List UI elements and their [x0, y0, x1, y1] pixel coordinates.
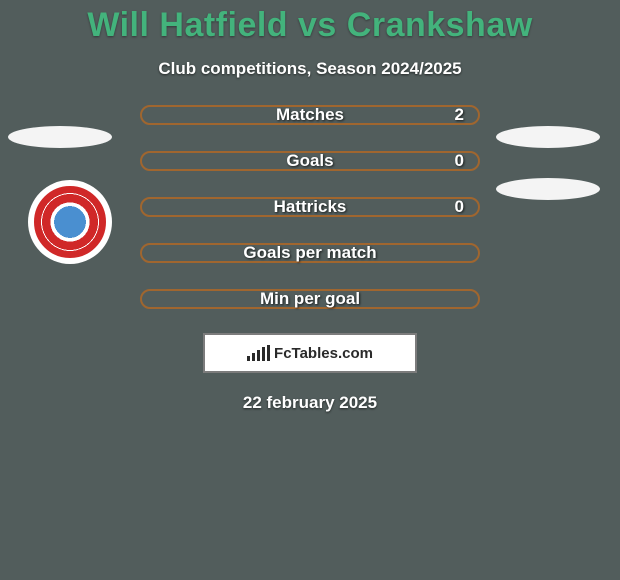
stat-label: Matches: [140, 105, 480, 125]
stat-label: Goals: [140, 151, 480, 171]
stat-row-goals-per-match: Goals per match: [140, 243, 480, 263]
stat-value-right: 2: [455, 105, 464, 125]
club-badge-left: [28, 180, 112, 264]
chart-icon: [247, 345, 270, 361]
stat-value-right: 0: [455, 197, 464, 217]
stat-label: Min per goal: [140, 289, 480, 309]
player-right-slot-2: [496, 178, 600, 200]
club-badge-icon: [34, 186, 106, 258]
date-label: 22 february 2025: [0, 393, 620, 413]
player-left-slot-1: [8, 126, 112, 148]
stat-row-min-per-goal: Min per goal: [140, 289, 480, 309]
stat-value-right: 0: [455, 151, 464, 171]
brand-box[interactable]: FcTables.com: [203, 333, 417, 373]
stat-label: Hattricks: [140, 197, 480, 217]
brand-label: FcTables.com: [274, 345, 373, 362]
stat-row-matches: Matches 2: [140, 105, 480, 125]
page-title: Will Hatfield vs Crankshaw: [0, 0, 620, 45]
subtitle: Club competitions, Season 2024/2025: [0, 59, 620, 79]
stat-row-hattricks: Hattricks 0: [140, 197, 480, 217]
player-right-slot-1: [496, 126, 600, 148]
stat-row-goals: Goals 0: [140, 151, 480, 171]
stat-label: Goals per match: [140, 243, 480, 263]
